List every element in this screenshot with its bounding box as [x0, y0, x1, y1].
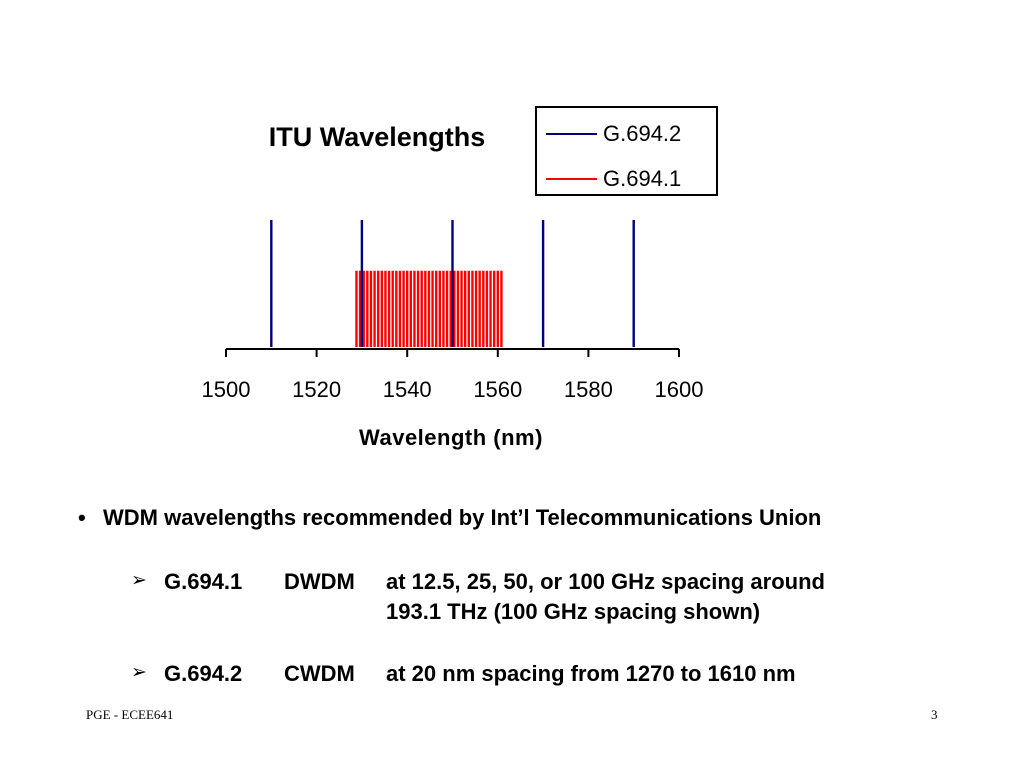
bullet-marker: •	[78, 505, 86, 530]
subitem-1-line2: 193.1 THz (100 GHz spacing shown)	[386, 599, 761, 624]
subitem-2-type: CWDM	[284, 661, 355, 686]
subitem-2-line1: at 20 nm spacing from 1270 to 1610 nm	[386, 661, 796, 686]
x-tick-label: 1540	[383, 377, 432, 402]
subitem-2-code: G.694.2	[164, 661, 243, 686]
x-tick-label: 1580	[564, 377, 613, 402]
bullet-text: WDM wavelengths recommended by Int’l Tel…	[103, 505, 822, 530]
chart-marks	[270, 220, 635, 347]
subitem-1-line1: at 12.5, 25, 50, or 100 GHz spacing arou…	[386, 569, 825, 594]
x-tick-label: 1560	[473, 377, 522, 402]
legend: G.694.2 G.694.1	[535, 106, 718, 196]
x-axis-ticks: 1500 1520 1540 1560 1580 1600	[202, 349, 704, 402]
subitem-1-code: G.694.1	[164, 569, 243, 594]
chart-title: ITU Wavelengths	[269, 122, 486, 152]
footer-label: PGE - ECEE641	[86, 707, 174, 722]
legend-label-g6942: G.694.2	[603, 121, 681, 146]
subitem-1-marker: ➢	[131, 569, 147, 591]
x-axis-title: Wavelength (nm)	[359, 425, 543, 450]
chart: ITU Wavelengths 1500 1520 1540 1560 1580 1600…	[202, 106, 718, 450]
x-axis: 1500 1520 1540 1560 1580 1600	[202, 348, 704, 402]
x-tick-label: 1520	[292, 377, 341, 402]
subitem-1-type: DWDM	[284, 569, 355, 594]
page-number: 3	[931, 707, 938, 722]
x-tick-label: 1600	[655, 377, 704, 402]
legend-box	[535, 106, 718, 196]
legend-label-g6941: G.694.1	[603, 166, 681, 191]
subitem-2-marker: ➢	[131, 661, 147, 683]
x-tick-label: 1500	[202, 377, 251, 402]
